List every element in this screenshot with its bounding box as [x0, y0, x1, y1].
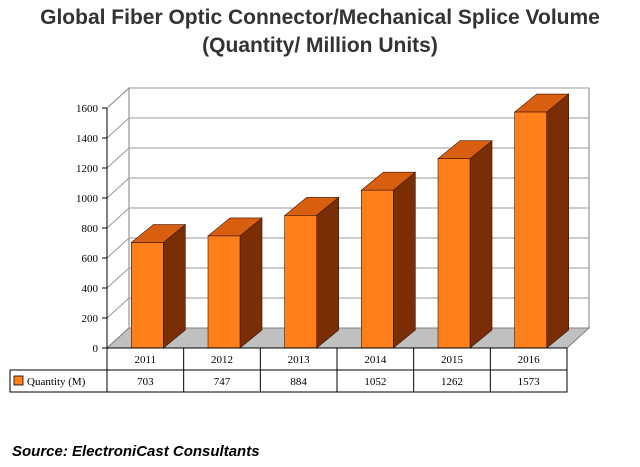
bar-2013 — [284, 215, 317, 349]
bar-2012 — [207, 235, 241, 349]
bar-2016 — [514, 111, 547, 349]
bar-side-2014 — [393, 171, 416, 349]
x-tick-label: 2016 — [518, 354, 541, 366]
data-label-2015: 1262 — [441, 376, 463, 388]
bar-side-2011 — [163, 223, 186, 349]
data-table-value-row — [9, 369, 568, 393]
bar-2014 — [361, 189, 394, 349]
data-label-2016: 1573 — [518, 376, 541, 388]
chart-title: Global Fiber Optic Connector/Mechanical … — [0, 4, 640, 60]
y-tick-label: 800 — [82, 223, 99, 235]
y-tick-label: 400 — [82, 283, 99, 295]
x-tick-label: 2014 — [364, 354, 387, 366]
data-label-2014: 1052 — [364, 376, 386, 388]
bar-side-2016 — [546, 93, 569, 349]
data-label-2012: 747 — [214, 376, 231, 388]
legend-label: Quantity (M) — [27, 376, 86, 388]
bar-side-2012 — [239, 217, 263, 349]
gridline — [106, 177, 589, 199]
y-tick-label: 0 — [93, 343, 99, 355]
x-tick-label: 2012 — [211, 354, 233, 366]
x-tick-label: 2013 — [288, 354, 311, 366]
data-label-2013: 884 — [290, 376, 307, 388]
gridline — [106, 117, 589, 139]
y-tick-label: 1200 — [76, 163, 99, 175]
x-tick-label: 2011 — [135, 354, 157, 366]
bar-2015 — [437, 158, 471, 349]
data-label-2011: 703 — [137, 376, 154, 388]
source-note: Source: ElectroniCast Consultants — [12, 443, 260, 460]
chart-title-line-2: (Quantity/ Million Units) — [202, 34, 438, 57]
y-tick-label: 200 — [82, 313, 99, 325]
y-tick-label: 600 — [82, 253, 99, 265]
bar-side-2015 — [469, 140, 493, 349]
y-tick-label: 1000 — [76, 193, 99, 205]
bar-2011 — [131, 242, 164, 349]
legend-swatch — [13, 375, 24, 386]
gridline — [106, 147, 589, 169]
x-tick-label: 2015 — [441, 354, 464, 366]
y-tick-label: 1600 — [76, 103, 99, 115]
gridline — [106, 207, 589, 229]
gridline — [106, 87, 589, 109]
chart-title-line-1: Global Fiber Optic Connector/Mechanical … — [40, 6, 600, 29]
gridline — [106, 237, 589, 259]
bar-side-2013 — [316, 196, 339, 349]
gridline — [106, 297, 589, 319]
gridline — [106, 267, 589, 289]
y-tick-label: 1400 — [76, 133, 99, 145]
